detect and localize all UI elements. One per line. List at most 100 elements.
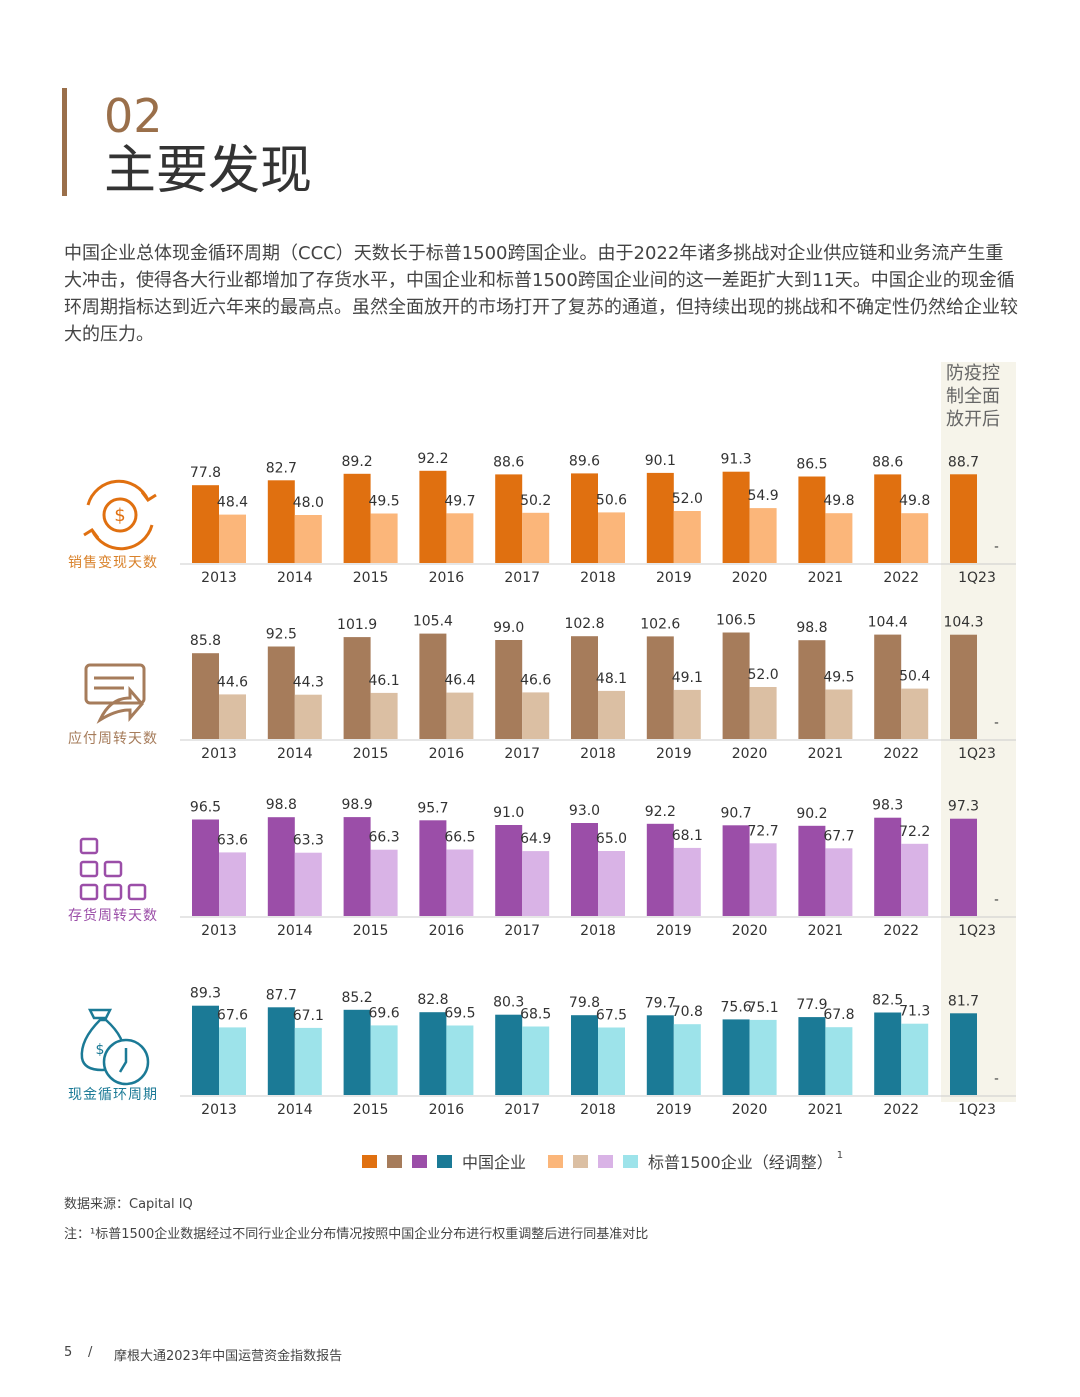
icon-glyph: $ xyxy=(96,1042,105,1058)
value-label: - xyxy=(994,893,999,908)
x-tick-label: 2021 xyxy=(808,570,844,586)
x-tick-label: 2016 xyxy=(429,1102,465,1118)
value-label: 66.5 xyxy=(444,830,475,846)
bar xyxy=(798,1017,826,1095)
bar xyxy=(495,825,523,916)
value-label: 91.0 xyxy=(493,805,524,821)
x-tick-label: 2017 xyxy=(504,746,540,762)
bar xyxy=(598,512,625,563)
value-label: - xyxy=(994,716,999,731)
bar xyxy=(798,825,826,916)
value-label: 90.2 xyxy=(796,806,827,822)
bar xyxy=(343,1009,371,1095)
bar xyxy=(495,474,523,563)
bar xyxy=(825,689,853,739)
value-label: 54.9 xyxy=(748,488,779,504)
legend-label: 中国企业 xyxy=(462,1153,527,1172)
bar xyxy=(749,843,777,916)
legend-swatch xyxy=(548,1154,564,1168)
icon-glyph: $ xyxy=(114,505,125,526)
legend-swatch xyxy=(387,1154,402,1168)
value-label: 82.8 xyxy=(417,992,448,1008)
value-label: 46.1 xyxy=(369,673,400,689)
value-label: 88.6 xyxy=(872,454,903,470)
bar xyxy=(874,817,902,916)
x-tick-label: 2019 xyxy=(656,746,692,762)
value-label: 98.8 xyxy=(266,797,297,813)
value-label: 95.7 xyxy=(417,800,448,816)
bar xyxy=(294,515,322,563)
x-tick-label: 2021 xyxy=(808,923,844,939)
legend-swatch xyxy=(362,1154,377,1168)
chart-label: 销售变现天数 xyxy=(68,555,158,571)
value-label: 67.8 xyxy=(823,1007,854,1023)
bar xyxy=(522,851,550,916)
x-tick-label: 2022 xyxy=(883,746,919,762)
value-label: 89.6 xyxy=(569,453,600,469)
bar xyxy=(950,1013,977,1095)
bar xyxy=(294,694,322,739)
bar xyxy=(722,1019,750,1095)
x-tick-label: 2018 xyxy=(580,923,616,939)
legend-swatch xyxy=(573,1154,589,1168)
x-tick-label: 2019 xyxy=(656,923,692,939)
value-label: 92.2 xyxy=(645,804,676,820)
value-label: 87.7 xyxy=(266,987,297,1003)
bar xyxy=(571,473,598,563)
bar xyxy=(825,1027,853,1095)
x-tick-label: 2015 xyxy=(353,923,389,939)
bar xyxy=(749,687,777,739)
value-label: 92.5 xyxy=(266,627,297,643)
bar xyxy=(673,689,701,739)
value-label: 96.5 xyxy=(190,800,221,816)
x-tick-label: 2014 xyxy=(277,570,313,586)
bar xyxy=(446,513,474,563)
value-label: 82.5 xyxy=(872,993,903,1009)
bar xyxy=(419,820,447,916)
legend-label: 标普1500企业（经调整） xyxy=(648,1153,833,1172)
value-label: 99.0 xyxy=(493,620,524,636)
chart-label: 存货周转天数 xyxy=(68,907,158,924)
note: 注：¹标普1500企业数据经过不同行业企业分布情况按照中国企业分布进行权重调整后… xyxy=(64,1227,649,1242)
intro-text: 中国企业总体现金循环周期（CCC）天数长于标普1500跨国企业。由于2022年诸… xyxy=(64,243,1018,345)
bar xyxy=(673,511,701,563)
bar xyxy=(294,852,322,916)
bar xyxy=(646,1015,674,1095)
x-tick-label: 2017 xyxy=(504,923,540,939)
bar xyxy=(749,508,777,563)
bar xyxy=(874,474,902,563)
bar xyxy=(673,847,701,916)
value-label: 86.5 xyxy=(796,457,827,473)
x-tick-label: 2015 xyxy=(353,1102,389,1118)
x-tick-label: 2019 xyxy=(656,1102,692,1118)
x-tick-label: 2018 xyxy=(580,1102,616,1118)
value-label: 104.4 xyxy=(868,615,908,631)
value-label: 69.6 xyxy=(369,1005,400,1021)
bar xyxy=(446,849,474,916)
bar xyxy=(192,485,219,563)
bar xyxy=(598,851,625,916)
bar xyxy=(192,819,219,916)
bar xyxy=(219,514,246,563)
value-label: 49.8 xyxy=(823,493,854,509)
bar xyxy=(722,471,750,563)
value-label: 49.7 xyxy=(444,493,475,509)
x-tick-label: 2013 xyxy=(201,1102,237,1118)
value-label: 48.0 xyxy=(293,495,324,511)
value-label: 70.8 xyxy=(672,1004,703,1020)
bar xyxy=(646,472,674,563)
x-tick-label: 2022 xyxy=(883,570,919,586)
value-label: 85.8 xyxy=(190,633,221,649)
value-label: 102.6 xyxy=(640,616,680,632)
bar xyxy=(825,848,853,916)
value-label: 97.3 xyxy=(948,799,979,815)
x-tick-label: 2014 xyxy=(277,746,313,762)
value-label: 50.6 xyxy=(596,492,627,508)
bar xyxy=(267,480,295,563)
value-label: 91.3 xyxy=(721,452,752,468)
value-label: 69.5 xyxy=(444,1006,475,1022)
bar xyxy=(722,632,750,739)
bar xyxy=(901,513,929,563)
bar xyxy=(446,1025,474,1095)
value-label: 75.1 xyxy=(748,1000,779,1016)
